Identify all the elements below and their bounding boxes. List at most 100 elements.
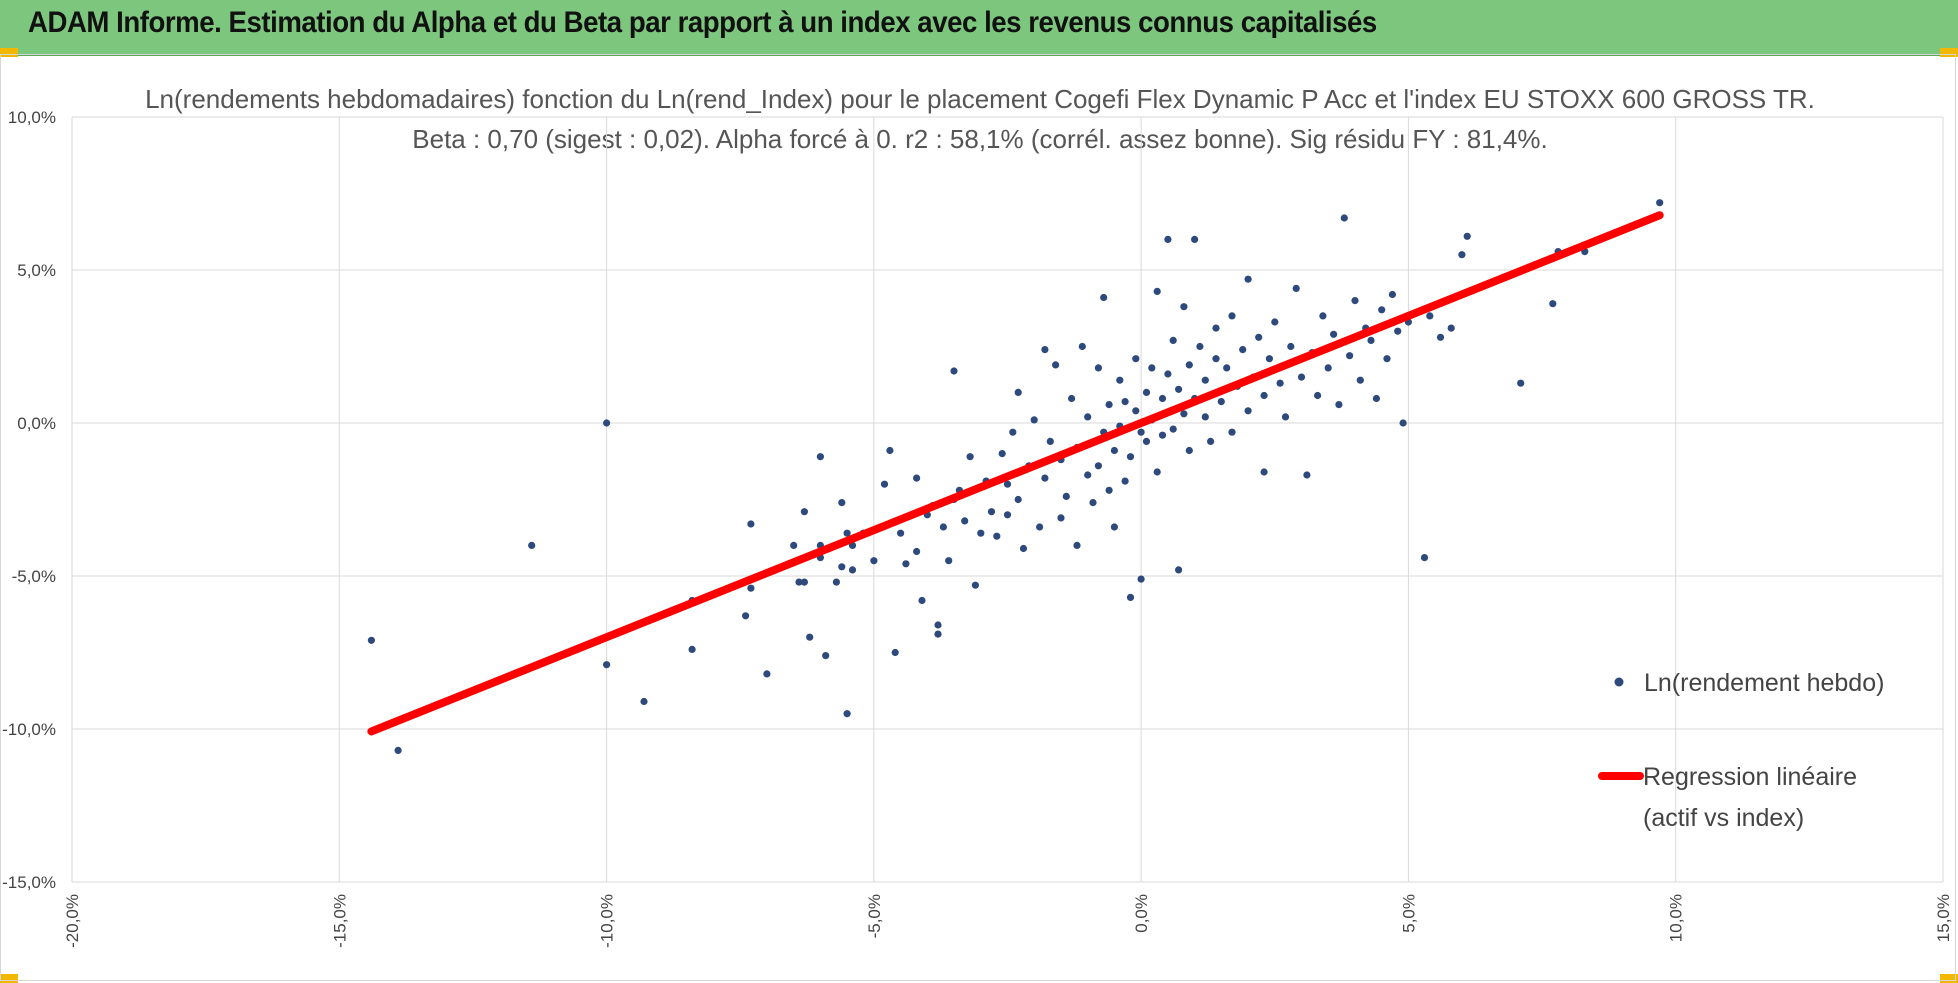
report-title: ADAM Informe. Estimation du Alpha et du … bbox=[28, 6, 1377, 39]
data-point bbox=[790, 541, 798, 550]
data-point bbox=[1009, 428, 1017, 436]
data-point bbox=[1105, 401, 1113, 409]
data-point bbox=[1549, 300, 1557, 308]
data-point bbox=[747, 520, 755, 528]
data-point bbox=[902, 560, 910, 568]
chart-subtitle: Beta : 0,70 (sigest : 0,02). Alpha forcé… bbox=[412, 124, 1547, 154]
data-point bbox=[1297, 373, 1306, 381]
data-point bbox=[838, 563, 846, 571]
data-point bbox=[1014, 388, 1022, 396]
data-point bbox=[1260, 468, 1268, 476]
data-point bbox=[977, 529, 985, 537]
data-point bbox=[1100, 293, 1108, 302]
data-point bbox=[1191, 235, 1199, 243]
x-tick-label: -20,0% bbox=[63, 894, 82, 948]
data-point bbox=[1378, 306, 1386, 314]
data-point bbox=[950, 367, 958, 375]
data-point bbox=[1073, 541, 1081, 550]
data-point bbox=[1212, 355, 1220, 363]
data-point bbox=[934, 630, 942, 638]
y-tick-label: -5,0% bbox=[12, 567, 56, 586]
data-point bbox=[1116, 376, 1124, 384]
data-point bbox=[945, 557, 953, 565]
data-point bbox=[394, 746, 402, 755]
data-point bbox=[640, 697, 648, 706]
data-point bbox=[1169, 336, 1177, 344]
data-point bbox=[1057, 514, 1065, 522]
data-point bbox=[843, 529, 851, 537]
data-point bbox=[603, 419, 611, 427]
data-point bbox=[1292, 284, 1300, 292]
data-point bbox=[1110, 446, 1118, 455]
regression-line-group bbox=[367, 211, 1664, 736]
regression-line bbox=[367, 211, 1664, 736]
grid-lines bbox=[71, 116, 1944, 883]
data-point bbox=[1185, 446, 1193, 455]
data-point bbox=[1105, 486, 1113, 494]
data-point bbox=[1126, 593, 1135, 602]
data-point bbox=[1244, 407, 1252, 415]
data-point bbox=[742, 612, 750, 620]
data-point bbox=[1158, 394, 1167, 403]
data-point bbox=[1169, 425, 1177, 433]
data-point bbox=[1383, 355, 1391, 363]
data-point bbox=[1212, 324, 1220, 332]
legend-label-line-1: Regression linéaire bbox=[1643, 763, 1857, 791]
data-point bbox=[1110, 523, 1118, 531]
data-point bbox=[1041, 474, 1049, 482]
data-point bbox=[1265, 355, 1273, 363]
data-point bbox=[1303, 471, 1311, 479]
data-point bbox=[1436, 333, 1445, 341]
data-point bbox=[1330, 330, 1338, 338]
data-point bbox=[1287, 342, 1295, 351]
data-point bbox=[1175, 385, 1183, 393]
scatter-points bbox=[367, 199, 1664, 755]
data-point bbox=[1158, 431, 1167, 439]
data-point bbox=[1324, 364, 1332, 372]
x-tick-label: -15,0% bbox=[330, 894, 349, 948]
banner-corner-left bbox=[0, 48, 18, 57]
data-point bbox=[1153, 287, 1161, 295]
data-point bbox=[1201, 413, 1209, 421]
data-point bbox=[1517, 379, 1525, 387]
data-point bbox=[1137, 428, 1145, 436]
legend-marker-scatter bbox=[1614, 677, 1624, 687]
data-point bbox=[528, 541, 536, 550]
data-point bbox=[897, 529, 905, 537]
data-point bbox=[1351, 297, 1359, 305]
data-point bbox=[848, 566, 857, 574]
data-point bbox=[1217, 398, 1225, 406]
chart-title: Ln(rendements hebdomadaires) fonction du… bbox=[145, 84, 1815, 114]
data-point bbox=[800, 578, 809, 586]
data-point bbox=[1255, 333, 1263, 341]
data-point bbox=[1094, 462, 1102, 470]
data-point bbox=[1036, 523, 1044, 531]
data-point bbox=[367, 636, 375, 644]
data-point bbox=[1041, 346, 1049, 354]
data-point bbox=[1175, 566, 1183, 574]
x-tick-label: 15,0% bbox=[1934, 894, 1953, 942]
data-point bbox=[1447, 324, 1455, 332]
y-tick-label: -15,0% bbox=[2, 873, 56, 892]
data-point bbox=[1201, 376, 1209, 384]
data-point bbox=[1094, 364, 1102, 372]
data-point bbox=[1314, 391, 1322, 400]
data-point bbox=[1068, 394, 1076, 403]
data-point bbox=[1346, 352, 1354, 360]
data-point bbox=[800, 508, 809, 516]
data-point bbox=[993, 532, 1001, 540]
data-point bbox=[1084, 413, 1092, 421]
data-point bbox=[913, 474, 921, 482]
data-point bbox=[843, 710, 851, 718]
data-point bbox=[1239, 346, 1247, 354]
data-point bbox=[1030, 416, 1038, 424]
data-point bbox=[1426, 312, 1434, 320]
data-point bbox=[1223, 364, 1231, 372]
data-point bbox=[806, 633, 814, 641]
data-point bbox=[1458, 251, 1466, 259]
x-tick-label: 10,0% bbox=[1667, 894, 1686, 942]
data-point bbox=[971, 581, 980, 589]
data-point bbox=[1121, 398, 1129, 406]
chart-frame bbox=[0, 54, 1956, 981]
